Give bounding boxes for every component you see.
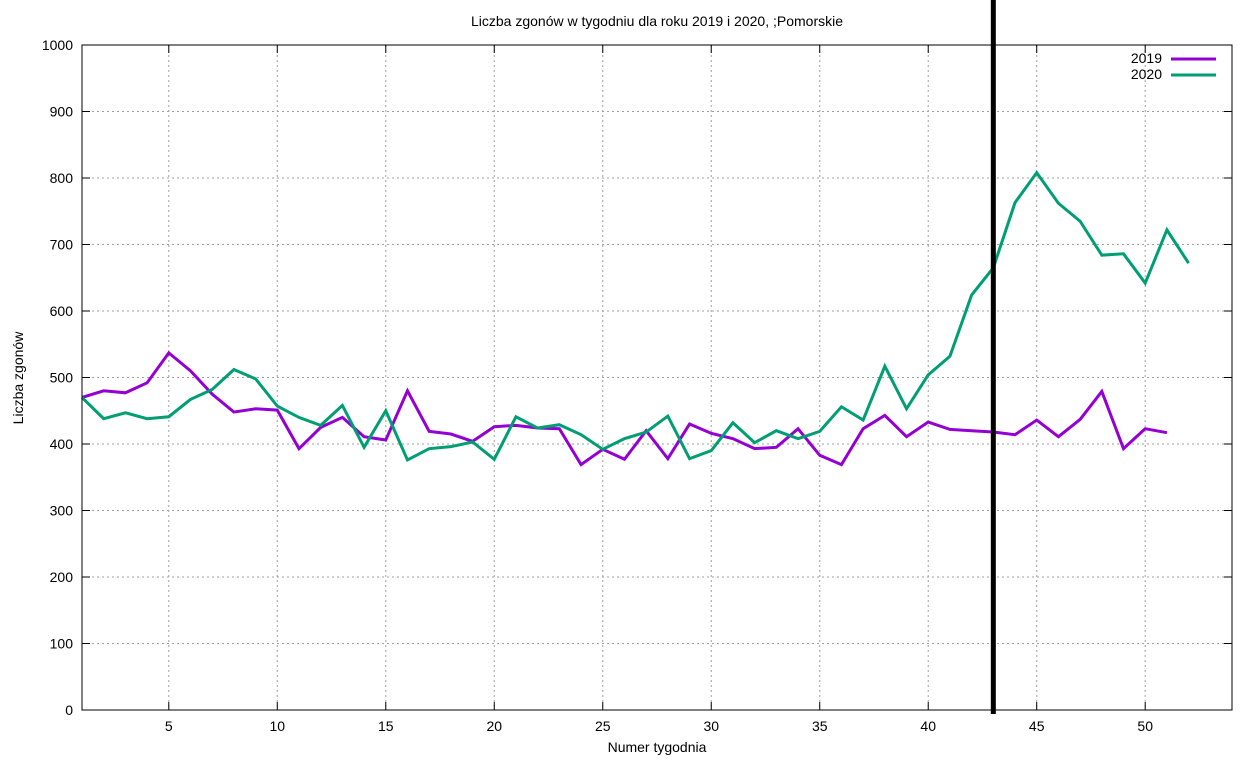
y-tick-label: 300 [50,503,74,519]
x-axis-label: Numer tygodnia [608,739,707,755]
legend: 2019 2020 [1131,50,1216,82]
x-tick-label: 10 [269,718,285,734]
y-tick-label: 400 [50,436,74,452]
x-tick-label: 15 [378,718,394,734]
y-tick-label: 200 [50,569,74,585]
y-tick-label: 600 [50,303,74,319]
x-tick-label: 45 [1029,718,1045,734]
y-tick-label: 100 [50,636,74,652]
x-tick-label: 35 [812,718,828,734]
chart-title: Liczba zgonów w tygodniu dla roku 2019 i… [471,13,843,29]
legend-label-2020: 2020 [1131,66,1162,82]
x-tick-label: 20 [486,718,502,734]
y-tick-label: 700 [50,237,74,253]
x-tick-label: 50 [1137,718,1153,734]
x-tick-label: 30 [703,718,719,734]
y-tick-label: 500 [50,370,74,386]
series-group [82,173,1189,465]
x-tick-label: 5 [165,718,173,734]
legend-label-2019: 2019 [1131,50,1162,66]
series-line-2020 [82,173,1189,460]
x-tick-label: 40 [920,718,936,734]
y-tick-label: 0 [65,702,73,718]
y-tick-label: 900 [50,104,74,120]
y-axis-label: Liczba zgonów [10,331,26,425]
y-tick-label: 800 [50,170,74,186]
series-line-2019 [82,353,1167,465]
x-tick-label: 25 [595,718,611,734]
y-tick-label: 1000 [42,37,73,53]
